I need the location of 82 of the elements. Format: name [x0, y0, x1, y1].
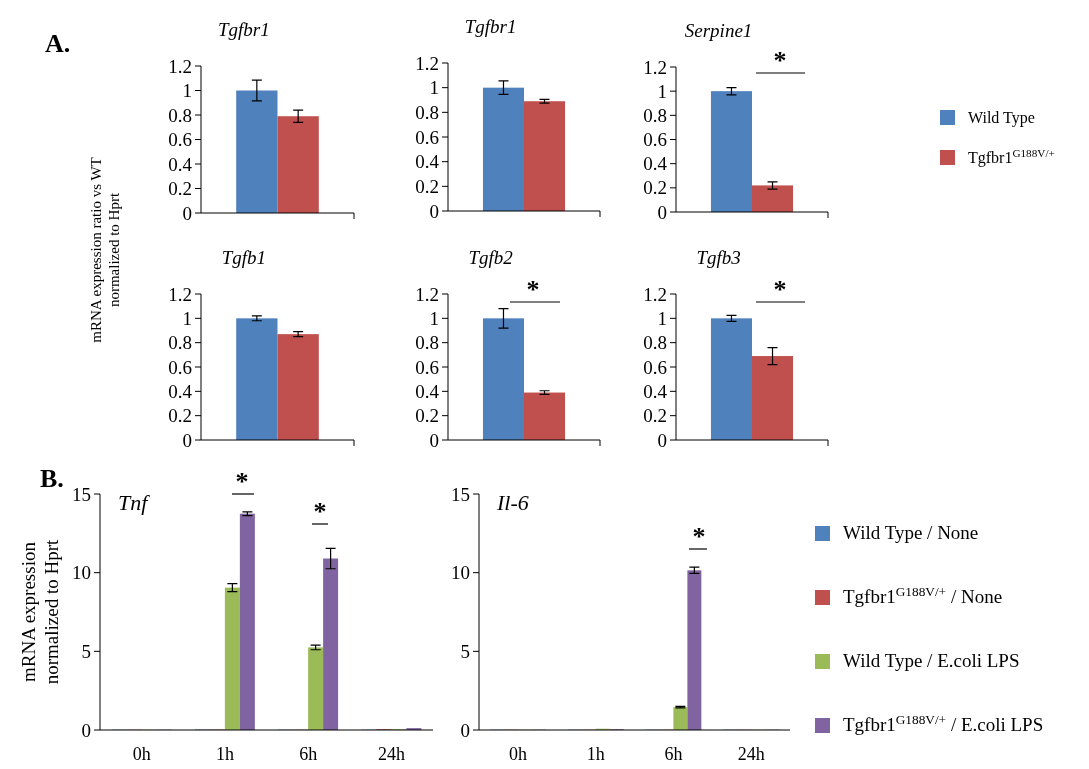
y-tick-label: 0.4	[643, 153, 668, 175]
y-tick-label: 1.2	[415, 283, 439, 305]
y-tick-label: 0.2	[643, 405, 667, 427]
y-tick-label: 0.2	[415, 175, 439, 197]
chart-title: Tgfbr1	[464, 16, 517, 37]
chart-title: Tgfb3	[696, 247, 741, 268]
legend-label: Tgfbr1$^{G188V/+}$	[968, 147, 1055, 167]
chart-title: Serpine1	[684, 20, 753, 41]
y-tick-label: 0.2	[643, 177, 667, 199]
annotation: *	[526, 275, 540, 304]
x-tick-label: 6h	[299, 744, 318, 764]
y-tick-label: 0.6	[168, 356, 192, 378]
y-tick-label: 15	[451, 483, 470, 505]
y-tick-label: 0.8	[643, 104, 667, 126]
y-tick-label: 0.4	[168, 153, 193, 175]
y-tick-label: 0	[657, 429, 667, 451]
y-tick-label: 1	[657, 80, 667, 102]
annotation: *	[235, 467, 249, 496]
y-tick-label: 1	[182, 80, 192, 102]
y-tick-label: 0.8	[168, 332, 192, 354]
y-tick-label: 5	[81, 640, 91, 662]
y-tick-label: 1.2	[643, 56, 667, 78]
y-tick-label: 1.2	[643, 283, 667, 305]
x-tick-label: 1h	[586, 744, 605, 764]
x-tick-label: 24h	[377, 744, 405, 764]
chart-title: Tgfb1	[221, 247, 267, 268]
legend-label: Tgfbr1$^{G188V/+}$ / E.coli LPS	[843, 711, 1044, 735]
y-tick-label: 0	[81, 719, 91, 741]
y-tick-label: 0	[657, 201, 667, 223]
legend-label: Wild Type	[968, 109, 1035, 127]
y-tick-label: 0.8	[168, 104, 192, 126]
y-tick-label: 1.2	[168, 283, 192, 305]
legend-label: Tgfbr1$^{G188V/+}$ / None	[843, 583, 1003, 607]
x-tick-label: 24h	[737, 744, 765, 764]
chart-title: Tgfbr1	[217, 19, 270, 40]
y-axis-title: mRNA expression normalized to Hprt	[18, 539, 62, 685]
y-tick-label: 0.8	[643, 332, 667, 354]
y-tick-label: 0.6	[168, 129, 192, 151]
y-tick-label: 10	[451, 562, 470, 584]
text: A.	[45, 29, 71, 58]
y-tick-label: 0	[460, 719, 470, 741]
y-tick-label: 10	[72, 562, 91, 584]
chart-title: Il-6	[496, 490, 529, 515]
y-tick-label: 1	[429, 307, 439, 329]
chart-title: Tgfb2	[468, 247, 514, 268]
annotation: *	[692, 522, 706, 551]
x-tick-label: 1h	[215, 744, 234, 764]
y-tick-label: 0.2	[168, 178, 192, 200]
y-tick-label: 1	[657, 307, 667, 329]
y-tick-label: 0.4	[415, 151, 440, 173]
y-tick-label: 1	[429, 77, 439, 99]
y-tick-label: 0.2	[415, 405, 439, 427]
text: B.	[40, 464, 64, 493]
y-tick-label: 5	[460, 640, 470, 662]
y-tick-label: 0.6	[415, 126, 439, 148]
annotation: *	[313, 497, 327, 526]
y-tick-label: 0.2	[168, 405, 192, 427]
y-tick-label: 1	[182, 307, 192, 329]
chart-title: Tnf	[118, 490, 151, 515]
annotation: *	[773, 46, 787, 75]
legend-label: Wild Type / None	[843, 522, 979, 543]
y-tick-label: 15	[72, 483, 91, 505]
y-tick-label: 0.8	[415, 332, 439, 354]
x-tick-label: 0h	[132, 744, 151, 764]
annotation: *	[773, 275, 787, 304]
x-tick-label: 0h	[508, 744, 527, 764]
y-tick-label: 0.4	[643, 380, 668, 402]
y-tick-label: 0.6	[643, 129, 667, 151]
y-tick-label: 0	[429, 429, 439, 451]
y-tick-label: 0	[182, 202, 192, 224]
y-tick-label: 0.4	[415, 380, 440, 402]
y-tick-label: 1.2	[168, 55, 192, 77]
y-tick-label: 0	[429, 200, 439, 222]
y-tick-label: 0	[182, 429, 192, 451]
y-axis-title: mRNA expression ratio vs WT normalized to Hprt	[88, 157, 122, 343]
legend-label: Wild Type / E.coli LPS	[843, 650, 1020, 671]
y-tick-label: 0.6	[643, 356, 667, 378]
y-tick-label: 0.6	[415, 356, 439, 378]
y-tick-label: 1.2	[415, 52, 439, 74]
x-tick-label: 6h	[664, 744, 683, 764]
y-tick-label: 0.8	[415, 101, 439, 123]
y-tick-label: 0.4	[168, 380, 193, 402]
